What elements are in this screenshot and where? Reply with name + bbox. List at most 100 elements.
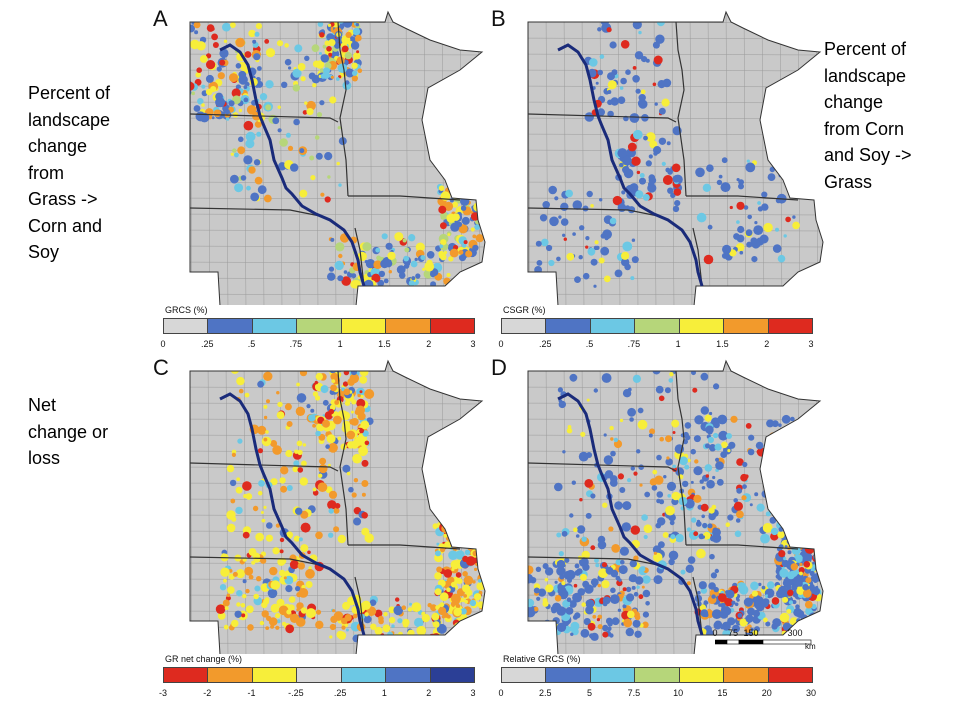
legend-tick-label: .5 [585,339,594,349]
state-border [189,556,321,566]
state-border [692,227,703,287]
legend-ticks: 0 .25 .5 .75 1 1.5 2 3 [498,339,814,351]
state-border [189,113,339,123]
panel-letter: C [153,355,169,380]
annotation-corn-soy-to-grass: Percent of landscape change from Corn an… [824,39,912,192]
legend-swatch [208,319,253,333]
state-border [354,227,365,287]
map-svg [189,10,486,305]
map-panel-c: C GR net change (%) -3 -2 -1 -.25 .25 1 2 3 [145,355,486,707]
legend-tick-label: .75 [627,339,641,349]
legend-swatch [341,319,387,333]
map-svg [189,359,486,654]
state-border [337,370,349,546]
scale-unit: km [805,642,816,651]
legend-tick-label: .25 [201,339,214,349]
region-outline [189,359,486,654]
state-border [686,544,799,550]
region-outline [527,10,824,305]
legend-tick-label: -1 [247,688,256,698]
legend-swatch [724,319,769,333]
legend-swatch [502,668,547,682]
state-border [354,576,365,636]
legend-swatch [546,668,591,682]
panel-letter: D [491,355,507,380]
legend-swatch [164,319,209,333]
annotation-grass-to-corn-soy: Percent of landscape change from Grass -… [28,83,111,262]
panel-letter: A [153,6,168,31]
legend-swatch [679,668,725,682]
legend-swatch [768,319,812,333]
legend-tick-label: .25 [333,688,347,698]
missouri-river [219,43,366,287]
scale-label: 75 [727,628,739,638]
legend-color-bar [501,318,813,334]
legend-tick-label: -.25 [288,688,304,698]
map-panel-a: A GRCS (%) 0 .25 .5 .75 1 1.5 2 3 [145,6,486,358]
legend-ticks: 0 2.5 5 7.5 10 15 20 30 [498,688,816,700]
legend-tick-label: 7.5 [627,688,641,698]
legend-swatch [590,319,636,333]
state-border [527,462,677,472]
scale-label: 300 [787,628,803,638]
legend-swatch [546,319,591,333]
legend-title: GRCS (%) [165,305,208,315]
legend-tick-label: 3 [808,339,814,349]
legend-tick-label: 10 [673,688,684,698]
county-grid [528,361,823,654]
legend-tick-label: 0 [498,339,504,349]
scale-segment [762,639,812,645]
legend-swatch [164,668,209,682]
legend-tick-label: 0 [160,339,166,349]
legend-swatch [768,668,812,682]
legend-swatch [386,668,431,682]
legend-tick-label: 5 [587,688,593,698]
scale-segment [738,639,764,645]
legend-tick-label: 20 [761,688,772,698]
legend-swatch [679,319,725,333]
legend-tick-label: 1 [675,339,681,349]
missouri-river [219,392,366,636]
legend-tick-label: 1.5 [378,339,391,349]
map-svg [527,359,824,654]
legend-tick-label: 2 [426,339,432,349]
scale-label: 0 [712,628,718,638]
map-svg [527,10,824,305]
legend-swatch [590,668,636,682]
legend-swatch [430,319,474,333]
missouri-river [557,392,704,636]
legend-swatch [386,319,431,333]
region-outline [189,10,486,305]
legend-ticks: 0 .25 .5 .75 1 1.5 2 3 [160,339,476,351]
legend-tick-label: -3 [158,688,168,698]
legend-tick-label: 3 [470,688,476,698]
legend-tick-label: .5 [247,339,256,349]
legend-tick-label: 3 [470,339,476,349]
scale-segment [715,639,728,645]
state-border [189,462,339,472]
legend-swatch [297,319,342,333]
legend-swatch [252,319,298,333]
legend-swatch [502,319,547,333]
annotation-net-change: Net change or loss [28,395,109,468]
legend-color-bar [163,318,475,334]
state-border [675,370,687,546]
state-border [348,195,461,201]
legend-tick-label: 2 [426,688,432,698]
map-panel-b: B CSGR (%) 0 .25 .5 .75 1 1.5 2 3 [483,6,824,358]
legend-title: CSGR (%) [503,305,546,315]
state-border [675,21,687,197]
scale-bar: 0 75 150 300 km [712,628,816,651]
region-outline [527,359,824,654]
legend-swatch [341,668,387,682]
land-area [190,12,485,305]
state-border [527,556,659,566]
change-patches [534,16,800,288]
change-patches [528,366,822,641]
legend-swatch [635,319,680,333]
state-border [348,544,461,550]
legend-title: Relative GRCS (%) [503,654,581,664]
legend-swatch [297,668,342,682]
state-border [686,195,799,201]
legend-swatch [430,668,474,682]
